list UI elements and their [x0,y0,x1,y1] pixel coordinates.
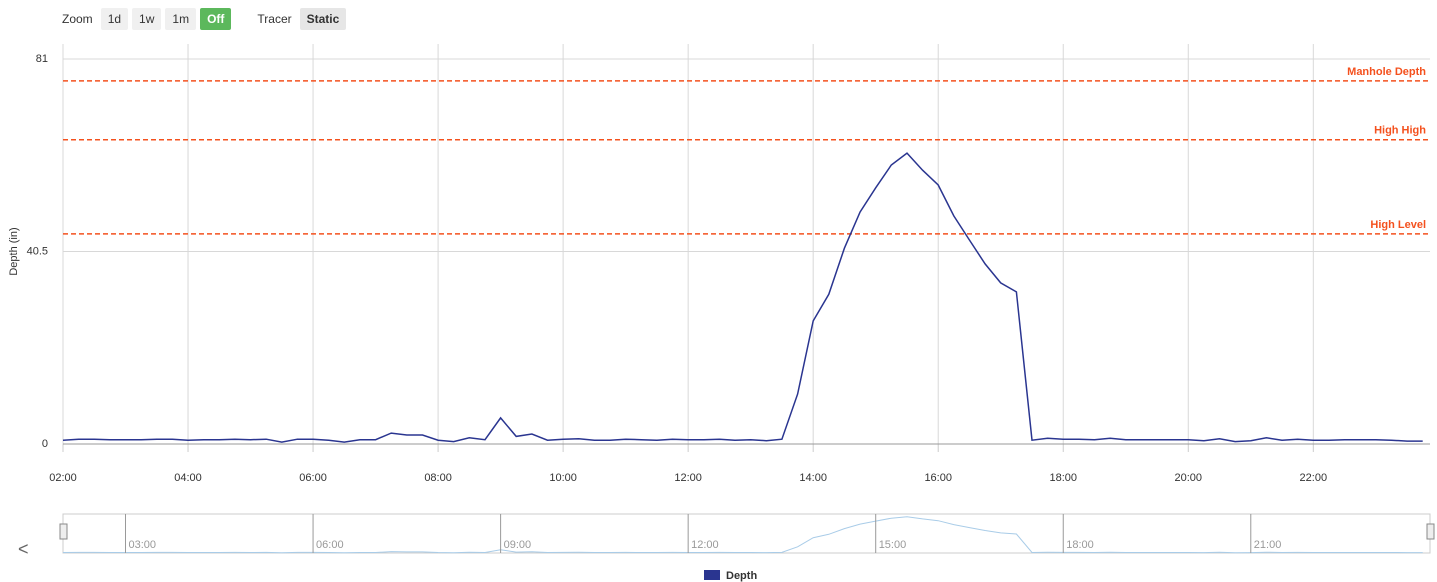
zoom-button[interactable]: 1m [165,8,197,30]
x-tick-label: 16:00 [924,472,952,484]
legend-swatch [704,570,720,580]
x-tick-label: 02:00 [49,472,77,484]
y-tick-label: 81 [36,53,48,65]
zoom-button[interactable]: 1w [132,8,162,30]
legend-label[interactable]: Depth [726,570,757,582]
x-tick-label: 04:00 [174,472,202,484]
plot-line-label: High High [1374,125,1426,137]
series-line [62,152,1423,443]
plot-line-label: Manhole Depth [1347,66,1426,78]
x-tick-label: 12:00 [674,472,702,484]
x-tick-label: 10:00 [549,472,577,484]
navigator-label: 03:00 [129,539,157,551]
y-axis-title: Depth (in) [8,227,20,275]
navigator-label: 06:00 [316,539,344,551]
zoom-label: Zoom [62,12,93,26]
x-tick-label: 20:00 [1175,472,1203,484]
y-tick-label: 40.5 [27,245,48,257]
navigator-label: 09:00 [504,539,532,551]
x-tick-label: 14:00 [799,472,827,484]
x-tick-label: 22:00 [1300,472,1328,484]
navigator-label: 21:00 [1254,539,1282,551]
x-tick-label: 18:00 [1049,472,1077,484]
tracer-button[interactable]: Static [299,8,347,30]
navigator-label: 18:00 [1066,539,1094,551]
navigator-handle[interactable] [1426,523,1435,540]
navigator-label: 15:00 [879,539,907,551]
zoom-button[interactable]: Off [200,8,232,30]
navigator-label: 12:00 [691,539,719,551]
navigator-handle[interactable] [59,523,68,540]
x-tick-label: 08:00 [424,472,452,484]
y-tick-label: 0 [42,438,48,450]
tracer-label: Tracer [257,12,292,26]
zoom-button[interactable]: 1d [100,8,129,30]
navigator-frame [62,513,1431,554]
navigator-back[interactable]: < [18,539,29,559]
toolbar: Zoom 1d 1w 1m Off Tracer Static [62,8,350,30]
navigator-series [62,516,1423,554]
x-tick-label: 06:00 [299,472,327,484]
plot-line-label: High Level [1370,219,1426,231]
